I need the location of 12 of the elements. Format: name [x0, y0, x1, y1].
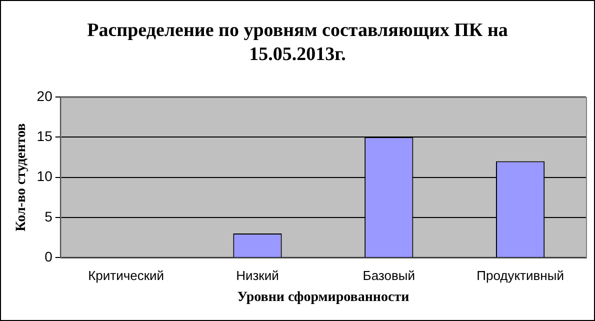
- y-tick-label: 5: [44, 208, 53, 224]
- x-tick-label: Низкий: [236, 268, 279, 283]
- x-tick-label: Продуктивный: [476, 268, 564, 283]
- x-tick-label: Критический: [88, 268, 164, 283]
- y-tick-label: 0: [44, 248, 53, 264]
- chart-title: Распределение по уровням составляющих ПК на 15.05.2013г.: [86, 19, 509, 67]
- y-tick-label: 10: [36, 168, 53, 184]
- y-axis-title: Кол-во студентов: [14, 122, 30, 232]
- y-tick-label: 20: [36, 88, 53, 104]
- y-tick-label: 15: [36, 128, 53, 144]
- x-tick-label: Базовый: [362, 268, 415, 283]
- x-axis-title: Уровни сформированности: [237, 290, 410, 306]
